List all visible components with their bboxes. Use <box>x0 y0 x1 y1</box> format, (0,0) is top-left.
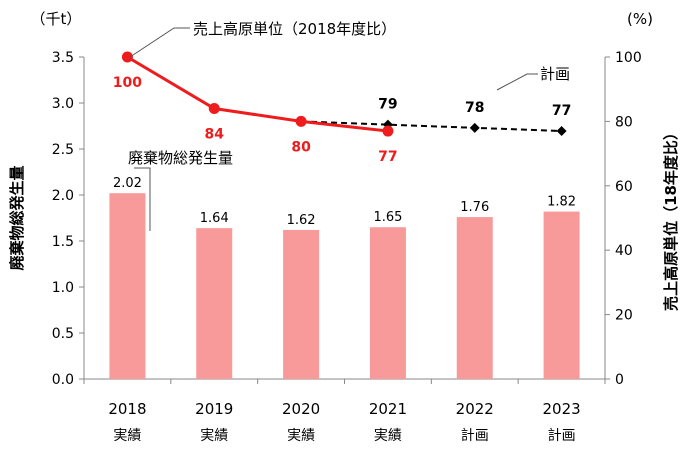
left-axis-title: 廃棄物総発生量 <box>8 165 26 270</box>
bar-value-label: 1.62 <box>287 213 316 228</box>
actual-value-label: 84 <box>205 127 225 143</box>
actual-value-label: 100 <box>113 75 142 91</box>
x-category-label: 2022 <box>456 400 494 418</box>
line-series: 79 78 77 100 84 80 77 <box>113 51 571 165</box>
x-category-label: 2021 <box>369 400 407 418</box>
plan-value-label: 77 <box>552 103 571 119</box>
left-axis-unit: （千t） <box>31 10 82 28</box>
x-category-sublabel: 実績 <box>200 428 228 444</box>
line-legend-label: 売上高原単位（2018年度比） <box>193 20 396 38</box>
x-category-label: 2018 <box>108 400 146 418</box>
actual-point <box>295 115 307 127</box>
bar-series: 2.02 1.64 1.62 1.65 1.76 1.82 <box>109 176 580 379</box>
left-tick-label: 3.5 <box>52 50 74 66</box>
bar <box>456 217 493 379</box>
bar-value-label: 1.76 <box>460 200 489 215</box>
right-tick-label: 100 <box>615 50 642 66</box>
plan-legend-leader <box>496 73 538 91</box>
x-category-label: 2020 <box>282 400 320 418</box>
bar <box>543 211 580 379</box>
x-category-sublabel: 実績 <box>374 428 402 444</box>
bar-value-label: 1.65 <box>373 210 402 225</box>
left-axis-ticks: 0.0 0.5 1.0 1.5 2.0 2.5 3.0 3.5 <box>52 50 84 388</box>
actual-point <box>208 103 220 115</box>
actual-value-label: 77 <box>378 149 397 165</box>
left-tick-label: 3.0 <box>52 96 74 112</box>
line-legend-leader <box>129 27 190 58</box>
bar-value-label: 1.64 <box>200 211 229 226</box>
right-tick-label: 0 <box>615 372 624 388</box>
x-axis-ticks: 2018 実績 2019 実績 2020 実績 2021 実績 2022 計画 2023 計画 <box>83 379 606 444</box>
left-tick-label: 2.5 <box>52 142 74 158</box>
actual-point <box>382 125 394 137</box>
right-tick-label: 20 <box>615 308 633 324</box>
bar <box>369 227 406 379</box>
right-tick-label: 40 <box>615 243 633 259</box>
left-tick-label: 1.5 <box>52 234 74 250</box>
plan-value-label: 78 <box>465 100 484 116</box>
bar-legend-leader <box>134 167 151 231</box>
x-category-label: 2023 <box>542 400 580 418</box>
x-category-sublabel: 計画 <box>461 428 489 444</box>
right-tick-label: 80 <box>615 114 633 130</box>
left-tick-label: 0.5 <box>52 326 74 342</box>
left-tick-label: 0.0 <box>52 372 74 388</box>
actual-line <box>126 55 389 133</box>
bar <box>109 193 146 379</box>
bar-legend-label: 廃棄物総発生量 <box>128 149 233 167</box>
left-tick-label: 2.0 <box>52 188 74 204</box>
plan-value-label: 79 <box>378 97 397 113</box>
x-category-sublabel: 計画 <box>548 428 576 444</box>
right-axis-title: 売上高原単位（18年度比） <box>662 125 680 311</box>
bar-value-label: 2.02 <box>113 176 142 191</box>
bar-value-label: 1.82 <box>547 195 576 210</box>
actual-value-label: 80 <box>291 139 311 155</box>
actual-point <box>121 51 133 63</box>
x-category-label: 2019 <box>195 400 233 418</box>
right-axis-unit: (%) <box>627 10 653 28</box>
right-tick-label: 60 <box>615 179 633 195</box>
right-axis-ticks: 0 20 40 60 80 100 <box>605 50 642 388</box>
x-category-sublabel: 実績 <box>287 428 315 444</box>
plan-point <box>469 122 480 133</box>
x-category-sublabel: 実績 <box>113 428 141 444</box>
left-tick-label: 1.0 <box>52 280 74 296</box>
plan-legend-label: 計画 <box>540 65 570 83</box>
plan-point <box>556 126 567 137</box>
bar <box>283 229 320 379</box>
plan-line <box>301 120 562 133</box>
bar <box>196 228 233 379</box>
